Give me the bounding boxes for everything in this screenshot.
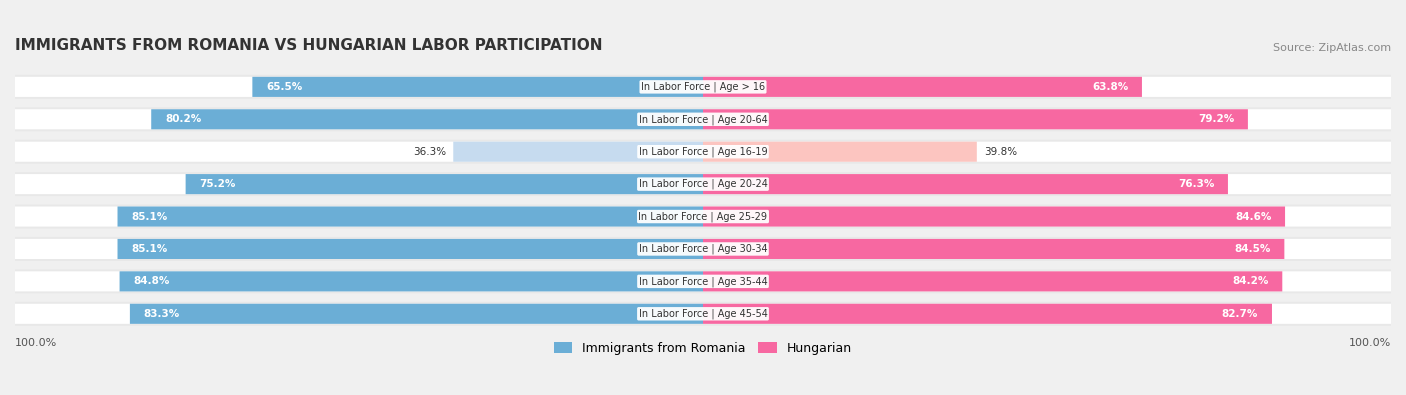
FancyBboxPatch shape	[129, 304, 703, 324]
FancyBboxPatch shape	[703, 239, 1391, 259]
Text: In Labor Force | Age > 16: In Labor Force | Age > 16	[641, 82, 765, 92]
Text: 84.5%: 84.5%	[1234, 244, 1271, 254]
FancyBboxPatch shape	[703, 77, 1391, 97]
Text: 100.0%: 100.0%	[15, 338, 58, 348]
FancyBboxPatch shape	[15, 142, 703, 162]
FancyBboxPatch shape	[703, 304, 1391, 324]
FancyBboxPatch shape	[120, 271, 703, 292]
Text: Source: ZipAtlas.com: Source: ZipAtlas.com	[1272, 43, 1391, 53]
FancyBboxPatch shape	[703, 271, 1282, 292]
FancyBboxPatch shape	[15, 174, 703, 194]
FancyBboxPatch shape	[252, 77, 703, 97]
Text: 39.8%: 39.8%	[984, 147, 1017, 157]
FancyBboxPatch shape	[703, 207, 1285, 227]
FancyBboxPatch shape	[15, 269, 1391, 293]
Text: 84.6%: 84.6%	[1234, 212, 1271, 222]
Text: 63.8%: 63.8%	[1092, 82, 1128, 92]
FancyBboxPatch shape	[703, 142, 1391, 162]
FancyBboxPatch shape	[152, 109, 703, 129]
FancyBboxPatch shape	[703, 174, 1391, 194]
FancyBboxPatch shape	[15, 271, 703, 292]
FancyBboxPatch shape	[118, 207, 703, 227]
FancyBboxPatch shape	[703, 271, 1391, 292]
FancyBboxPatch shape	[15, 205, 1391, 229]
Text: IMMIGRANTS FROM ROMANIA VS HUNGARIAN LABOR PARTICIPATION: IMMIGRANTS FROM ROMANIA VS HUNGARIAN LAB…	[15, 38, 603, 53]
Text: 85.1%: 85.1%	[131, 212, 167, 222]
FancyBboxPatch shape	[15, 109, 703, 129]
Text: In Labor Force | Age 20-64: In Labor Force | Age 20-64	[638, 114, 768, 124]
Text: 76.3%: 76.3%	[1178, 179, 1215, 189]
FancyBboxPatch shape	[15, 237, 1391, 261]
FancyBboxPatch shape	[15, 239, 703, 259]
FancyBboxPatch shape	[15, 140, 1391, 164]
FancyBboxPatch shape	[703, 174, 1227, 194]
FancyBboxPatch shape	[186, 174, 703, 194]
Text: In Labor Force | Age 35-44: In Labor Force | Age 35-44	[638, 276, 768, 287]
FancyBboxPatch shape	[703, 109, 1249, 129]
Text: 82.7%: 82.7%	[1222, 309, 1258, 319]
Text: 75.2%: 75.2%	[200, 179, 236, 189]
FancyBboxPatch shape	[703, 239, 1284, 259]
FancyBboxPatch shape	[703, 142, 977, 162]
FancyBboxPatch shape	[15, 107, 1391, 131]
Text: 65.5%: 65.5%	[266, 82, 302, 92]
Legend: Immigrants from Romania, Hungarian: Immigrants from Romania, Hungarian	[554, 342, 852, 355]
Text: In Labor Force | Age 16-19: In Labor Force | Age 16-19	[638, 147, 768, 157]
Text: In Labor Force | Age 20-24: In Labor Force | Age 20-24	[638, 179, 768, 189]
Text: In Labor Force | Age 25-29: In Labor Force | Age 25-29	[638, 211, 768, 222]
FancyBboxPatch shape	[15, 77, 703, 97]
FancyBboxPatch shape	[118, 239, 703, 259]
FancyBboxPatch shape	[703, 207, 1391, 227]
FancyBboxPatch shape	[703, 77, 1142, 97]
Text: 85.1%: 85.1%	[131, 244, 167, 254]
Text: 36.3%: 36.3%	[413, 147, 446, 157]
FancyBboxPatch shape	[15, 304, 703, 324]
FancyBboxPatch shape	[703, 109, 1391, 129]
Text: 84.2%: 84.2%	[1232, 276, 1268, 286]
FancyBboxPatch shape	[15, 75, 1391, 99]
Text: In Labor Force | Age 45-54: In Labor Force | Age 45-54	[638, 308, 768, 319]
FancyBboxPatch shape	[15, 302, 1391, 326]
FancyBboxPatch shape	[453, 142, 703, 162]
Text: 80.2%: 80.2%	[165, 114, 201, 124]
Text: 84.8%: 84.8%	[134, 276, 170, 286]
Text: In Labor Force | Age 30-34: In Labor Force | Age 30-34	[638, 244, 768, 254]
Text: 83.3%: 83.3%	[143, 309, 180, 319]
FancyBboxPatch shape	[15, 172, 1391, 196]
FancyBboxPatch shape	[703, 304, 1272, 324]
Text: 100.0%: 100.0%	[1348, 338, 1391, 348]
FancyBboxPatch shape	[15, 207, 703, 227]
Text: 79.2%: 79.2%	[1198, 114, 1234, 124]
